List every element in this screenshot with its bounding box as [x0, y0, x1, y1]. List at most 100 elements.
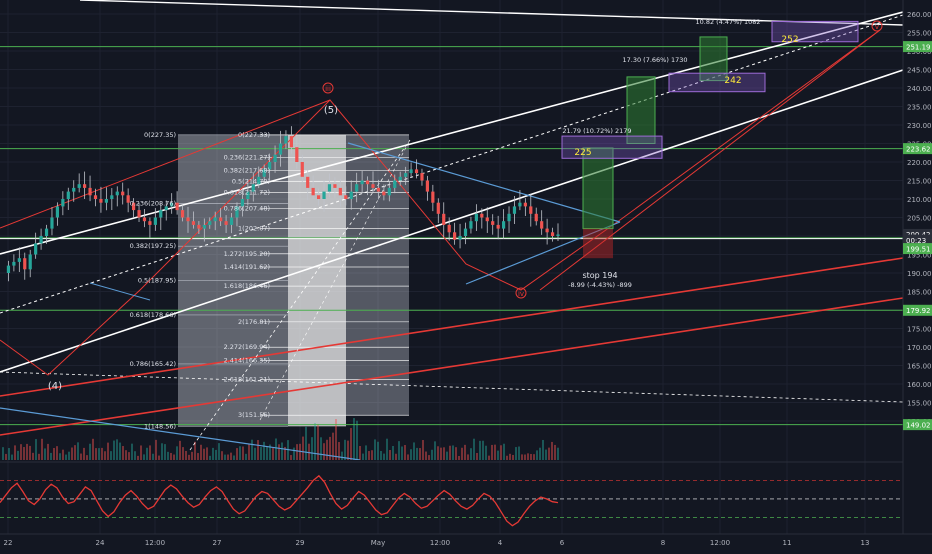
time-axis[interactable]: 22 24 12:00 27 29 May 12:00 4 6 8 12:00 11 13 — [0, 533, 932, 550]
candle-body — [311, 187, 315, 196]
candle-body — [404, 173, 408, 177]
red-support-line — [0, 257, 903, 397]
price-tick-label: 195.00 — [907, 252, 932, 260]
candle-body — [278, 143, 283, 155]
time-tick-label: 12:00 — [145, 539, 165, 547]
fib-extension-label: 0.236(221.27) — [224, 153, 270, 161]
volume-bar — [380, 451, 382, 460]
volume-bar — [2, 447, 4, 460]
candle-body — [93, 195, 98, 199]
volume-bar — [377, 441, 379, 460]
candle-body — [251, 184, 255, 192]
candle-body — [153, 217, 157, 225]
volume-bar — [110, 451, 112, 460]
volume-bar — [272, 448, 274, 460]
candle-body — [545, 228, 549, 233]
candle-body — [338, 187, 342, 196]
wave-circle — [322, 82, 334, 94]
price-badge-label: 199.51 — [906, 245, 931, 253]
candle-body — [208, 221, 212, 225]
volume-bar — [452, 445, 454, 460]
volume-bar — [128, 452, 130, 460]
candle-body — [61, 199, 65, 207]
volume-bar — [77, 442, 79, 460]
time-tick-label: 4 — [498, 539, 503, 547]
candle-body — [284, 136, 288, 144]
time-tick-label: May — [371, 539, 385, 547]
time-tick-label: 13 — [861, 539, 870, 547]
volume-bar — [71, 447, 73, 460]
candle-body — [436, 202, 440, 214]
volume-bar — [47, 443, 49, 460]
volume-bar — [503, 443, 505, 460]
fib-retracement-label: 0.382(197.25) — [130, 242, 176, 250]
candle-body — [104, 199, 108, 203]
price-axis[interactable]: 260.00255.00250.00245.00240.00235.00230.… — [902, 0, 932, 534]
volume-bar — [479, 440, 481, 460]
volume-bar — [467, 454, 469, 460]
fib-retracement-label: 0.236(208.76) — [130, 200, 176, 208]
candle-body — [66, 191, 70, 199]
candle-body — [333, 184, 337, 188]
wave-labels: iii (5) iv v (4) — [48, 20, 883, 392]
projection-label: 17.30 (7.66%) 1730 — [622, 56, 687, 64]
volume-bar — [266, 446, 268, 460]
price-badge — [903, 143, 932, 155]
volume-bar — [5, 453, 7, 460]
volume-bar — [140, 445, 142, 460]
volume-bar — [521, 454, 523, 460]
volume-bar — [290, 455, 292, 460]
volume-bar — [230, 452, 232, 460]
stop-label: stop 194 — [582, 271, 617, 280]
volume-bar — [59, 453, 61, 460]
volume-bar — [320, 437, 322, 460]
volume-bar — [386, 438, 388, 460]
time-tick-label: 12:00 — [430, 539, 450, 547]
volume-bar — [419, 448, 421, 460]
volume-bar — [443, 447, 445, 460]
volume-bar — [206, 447, 208, 460]
candle-body — [382, 191, 386, 196]
candle-body — [142, 217, 147, 222]
volume-bar — [401, 446, 403, 460]
candle-body — [463, 228, 468, 236]
candle-body — [453, 232, 457, 240]
volume-bar — [548, 447, 550, 460]
volume-bar — [239, 446, 241, 460]
volume-bar — [431, 449, 433, 460]
target-box — [668, 72, 766, 93]
grid — [0, 0, 903, 534]
volume-bar — [311, 437, 313, 460]
volume-bar — [281, 442, 283, 460]
volume-bar — [260, 447, 262, 460]
target-label: 242 — [724, 76, 741, 86]
volume-bar — [365, 445, 367, 460]
volume-bar — [191, 451, 193, 460]
candle-body — [458, 236, 462, 240]
volume-bar — [17, 450, 19, 460]
time-tick-label: 11 — [783, 539, 792, 547]
fib-extension-label: 0(227.33) — [238, 131, 270, 139]
oscillator-pane: 80.0040.00 — [0, 461, 932, 527]
volume-bar — [554, 444, 556, 460]
fib-diagonal-line-2 — [259, 139, 411, 421]
elliott-wave-path — [0, 29, 881, 376]
target-label: 252 — [781, 35, 798, 45]
wedge-upper-line — [347, 142, 621, 223]
volume-bar — [491, 444, 493, 460]
candle-body — [349, 191, 353, 199]
volume-bar — [161, 443, 163, 460]
price-tick-label: 230.00 — [907, 122, 932, 130]
volume-bar — [536, 450, 538, 460]
volume-bar — [65, 454, 67, 460]
upper-trend-line — [79, 0, 903, 26]
trend-lines — [0, 0, 903, 460]
red-support-line-2 — [0, 297, 903, 436]
volume-bar — [83, 447, 85, 460]
wave-circle — [871, 20, 883, 32]
volume-bar — [329, 436, 331, 460]
volume-bar — [485, 445, 487, 460]
volume-bar — [341, 451, 343, 460]
volume-bar — [506, 455, 508, 460]
